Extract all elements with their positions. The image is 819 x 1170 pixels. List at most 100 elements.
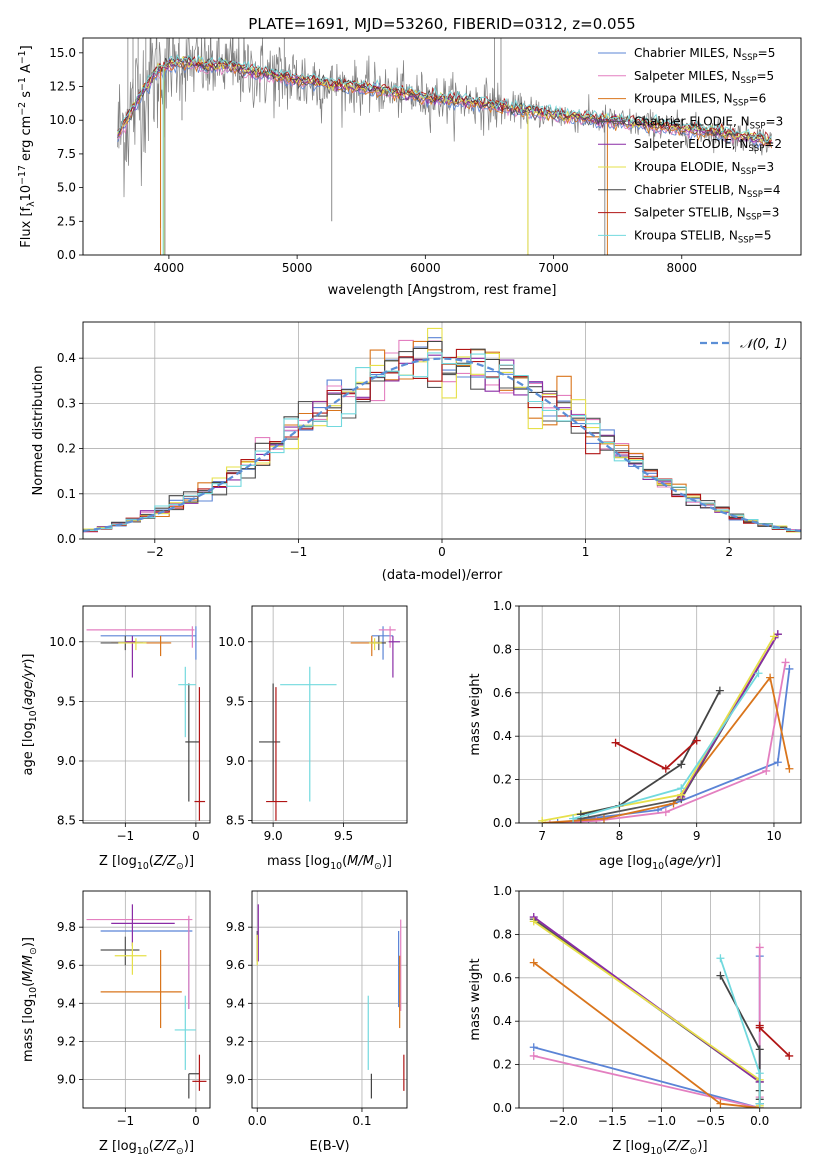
weight-marker-kroupa_stelib [755, 1099, 764, 1108]
age_vs_Z-panel: −1 0 8.5 9.0 9.5 10.0 Z [log10​(Z/Z⊙​)] age [lo… [21, 605, 211, 872]
mass_vs_Z-ytick-label: 9.6 [57, 958, 76, 972]
legend-label-salpeter_miles: Salpeter MILES, NSSP=5 [634, 69, 774, 86]
age_vs_mass-ytick-label: 9.5 [226, 694, 245, 708]
weight-line-chabrier_stelib [580, 690, 721, 816]
weight-marker-salpeter_miles [661, 808, 670, 817]
spectrum-ytick-label: 2.5 [57, 214, 76, 228]
legend-label-salpeter_elodie: Salpeter ELODIE, NSSP=2 [634, 137, 782, 154]
spectrum-panel: 4000 5000 6000 7000 8000 0.0 2.5 5.0 7.5 10.0 12.5… [17, 15, 802, 298]
legend-label-kroupa_stelib: Kroupa STELIB, NSSP=5 [634, 228, 772, 245]
age_vs_Z-xtick-label: −1 [116, 829, 134, 843]
weight-marker-kroupa_miles [716, 1099, 725, 1108]
weight_vs_age-ytick-label: 0.8 [493, 642, 512, 656]
mass_vs_Z-frame [82, 890, 211, 1109]
residuals-ytick-label: 0.4 [57, 351, 76, 365]
weight_vs_Z-ylabel: mass weight [468, 958, 483, 1040]
weight_vs_age-xtick-label: 8 [616, 829, 624, 843]
spectrum-ytick-label: 5.0 [57, 181, 76, 195]
weight-line-chabrier_elodie [533, 918, 761, 1104]
mass_vs_ebv-xtick-label: 0.0 [248, 1114, 267, 1128]
weight-marker-salpeter_miles [545, 819, 554, 823]
residuals-xtick-label: 0 [438, 545, 446, 559]
weight-marker-salpeter_miles [781, 658, 790, 667]
age_vs_Z-ylabel: age [log10​(age/yr)] [21, 653, 39, 775]
weight_vs_Z-ytick-label: 0.2 [493, 1058, 512, 1072]
residuals-ytick-label: 0.3 [57, 396, 76, 410]
spectrum-ytick-label: 15.0 [49, 46, 76, 60]
weight-marker-kroupa_miles [599, 814, 608, 823]
mass_vs_ebv-ytick-label: 9.2 [226, 1034, 245, 1048]
legend-label-chabrier_stelib: Chabrier STELIB, NSSP=4 [634, 183, 781, 200]
mass_vs_ebv-ytick-label: 9.6 [226, 958, 245, 972]
legend-label-chabrier_elodie: Chabrier ELODIE, NSSP=3 [634, 114, 783, 131]
legend-label-gaussian: 𝒩(0, 1) [740, 337, 787, 352]
mass_vs_ebv-ytick-label: 9.8 [226, 920, 245, 934]
weight-marker-kroupa_elodie [529, 917, 538, 926]
weight_vs_Z-frame [518, 890, 802, 1109]
age_vs_Z-xlabel: Z [log10​(Z/Z⊙​)] [99, 854, 194, 872]
mass_vs_Z-xlabel: Z [log10​(Z/Z⊙​)] [99, 1139, 194, 1157]
weight-line-kroupa_elodie [542, 635, 775, 822]
mass_vs_Z-ytick-label: 9.8 [57, 920, 76, 934]
histogram-kroupa_stelib [83, 352, 801, 532]
residuals-panel: −2 −1 0 1 2 0.0 0.1 0.2 0.3 0.4 (data-model)/error… [31, 321, 802, 583]
spectrum-xtick-label: 6000 [410, 261, 441, 275]
mass_vs_ebv-ytick-label: 9.4 [226, 996, 245, 1010]
residuals-xtick-label: −1 [290, 545, 308, 559]
weight_vs_Z-ytick-label: 0.4 [493, 1014, 512, 1028]
weight_vs_Z-panel: −2.0 −1.5 −1.0 −0.5 0.0 0.0 0.2 0.4 0.6 0.8 1.0 Z [… [468, 884, 802, 1157]
age_vs_Z-ytick-label: 8.5 [57, 814, 76, 828]
spectrum-ytick-label: 7.5 [57, 147, 76, 161]
weight-marker-chabrier_miles [785, 664, 794, 673]
residuals-xtick-label: −2 [146, 545, 164, 559]
weight_vs_age-xtick-label: 7 [538, 829, 546, 843]
weight-marker-kroupa_stelib [569, 814, 578, 823]
age_vs_mass-ytick-label: 9.0 [226, 754, 245, 768]
spectrum-frame [82, 37, 802, 256]
weight_vs_Z-ytick-label: 0.8 [493, 927, 512, 941]
model-line-salpeter_elodie [117, 58, 772, 144]
mass_vs_ebv-xlabel: E(B-V) [309, 1139, 349, 1154]
residuals-ytick-label: 0.2 [57, 442, 76, 456]
weight-marker-chabrier_stelib [677, 760, 686, 769]
age_vs_Z-plot-area [83, 606, 210, 823]
age_vs_Z-xtick-label: 0 [192, 829, 200, 843]
mass_vs_ebv-ytick-label: 9.0 [226, 1072, 245, 1086]
weight-marker-salpeter_stelib [692, 736, 701, 745]
model-line-salpeter_stelib [117, 56, 772, 145]
legend-label-kroupa_elodie: Kroupa ELODIE, NSSP=3 [634, 160, 774, 177]
weight-marker-kroupa_elodie [769, 632, 778, 641]
weight_vs_Z-ytick-label: 1.0 [493, 884, 512, 898]
age_vs_Z-ytick-label: 10.0 [49, 635, 76, 649]
weight-marker-kroupa_miles [785, 764, 794, 773]
weight-line-salpeter_elodie [533, 916, 761, 1083]
spectrum-title: PLATE=1691, MJD=53260, FIBERID=0312, z=0… [248, 15, 635, 33]
weight-marker-salpeter_stelib [611, 738, 620, 747]
spectrum-xlabel: wavelength [Angstrom, rest frame] [328, 283, 557, 298]
weight-line-kroupa_stelib [719, 958, 761, 1104]
weight_vs_Z-xtick-label: −1.5 [598, 1114, 627, 1128]
age_vs_mass-panel: 9.0 9.5 8.5 9.0 9.5 10.0 mass [log10​(M/M⊙​)] [218, 605, 408, 872]
age_vs_mass-ytick-label: 10.0 [218, 635, 245, 649]
residuals-plot-area [83, 322, 801, 539]
legend-label-salpeter_stelib: Salpeter STELIB, NSSP=3 [634, 206, 779, 223]
weight_vs_age-ytick-label: 0.0 [493, 816, 512, 830]
mass_vs_Z-ytick-label: 9.2 [57, 1034, 76, 1048]
legend-label-kroupa_miles: Kroupa MILES, NSSP=6 [634, 92, 766, 109]
weight-marker-salpeter_stelib [661, 764, 670, 773]
weight-marker-chabrier_miles [529, 1043, 538, 1052]
weight-line-chabrier_miles [533, 956, 761, 1108]
weight-marker-kroupa_stelib [755, 1069, 764, 1078]
residuals-xtick-label: 2 [725, 545, 733, 559]
model-line-kroupa_miles [117, 60, 772, 149]
mass_vs_Z-xtick-label: 0 [192, 1114, 200, 1128]
weight_vs_age-panel: 7 8 9 10 0.0 0.2 0.4 0.6 0.8 1.0 age [log10​(age/y… [468, 599, 802, 872]
age_vs_Z-ytick-label: 9.5 [57, 694, 76, 708]
weight_vs_Z-xlabel: Z [log10​(Z/Z⊙​)] [612, 1139, 707, 1157]
age_vs_mass-ytick-label: 8.5 [226, 814, 245, 828]
weight-marker-kroupa_elodie [538, 816, 547, 823]
mass_vs_ebv-plot-area [252, 891, 407, 1108]
age_vs_mass-frame [251, 605, 408, 824]
weight-marker-kroupa_miles [529, 958, 538, 967]
